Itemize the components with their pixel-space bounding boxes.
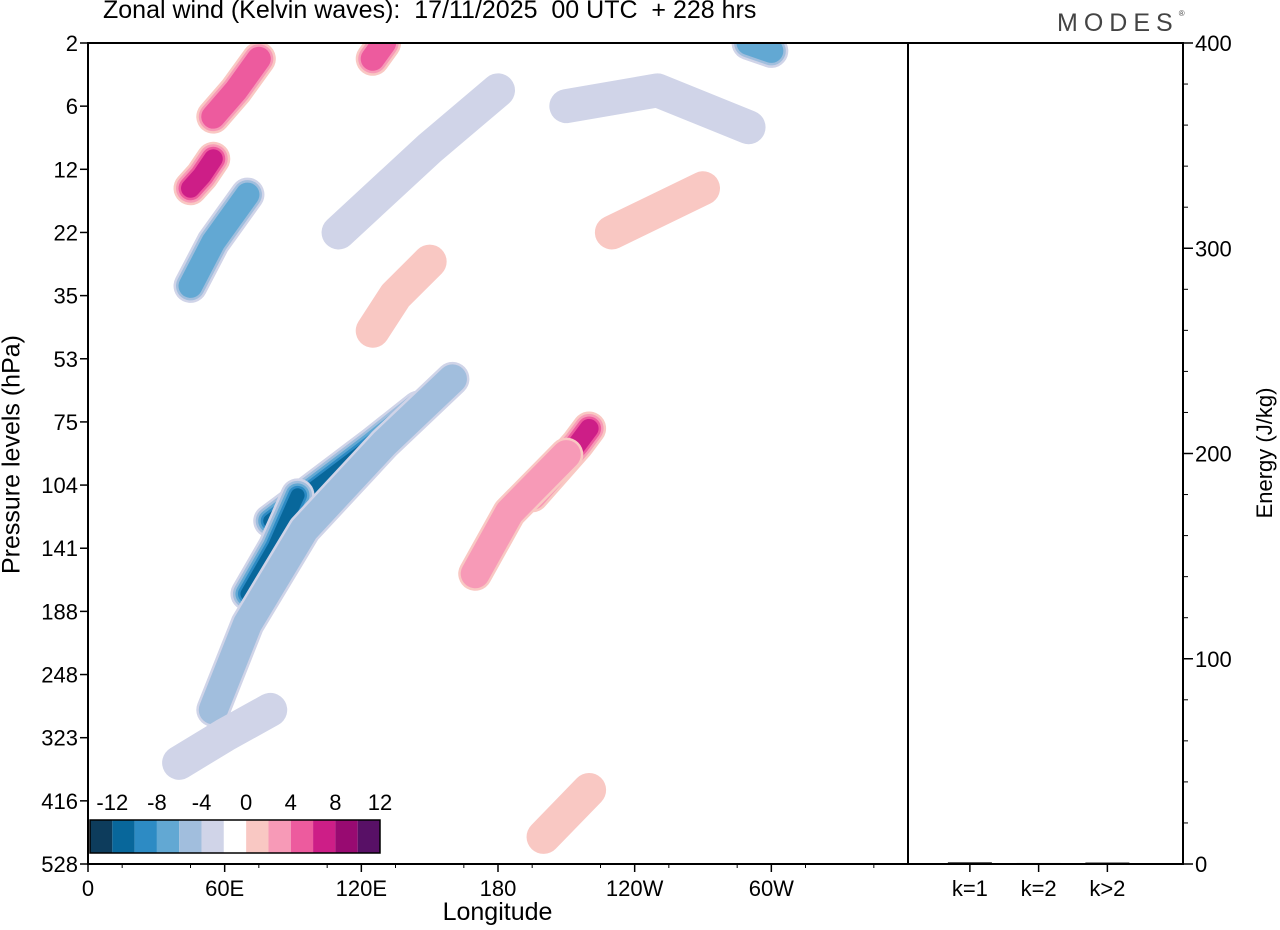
- x-tick-label: 180: [480, 876, 517, 901]
- energy-bar-2: [1016, 862, 1061, 865]
- contour-feature-6-level-0: [549, 73, 766, 145]
- y-axis-label: Pressure levels (hPa): [0, 335, 26, 574]
- contour-feature-14-level-0: [594, 171, 720, 250]
- energy-bar-1: [947, 862, 992, 864]
- y-tick-label: 2: [66, 31, 78, 56]
- colorbar-label: 8: [329, 790, 341, 815]
- energy-axis-label: Energy (J/kg): [1252, 387, 1277, 519]
- colorbar-swatch: [201, 820, 224, 853]
- y-tick-label: 141: [41, 536, 78, 561]
- colorbar-swatch: [156, 820, 180, 853]
- x-tick-label: 60W: [749, 876, 794, 901]
- colorbar-swatch: [134, 820, 157, 853]
- contour-feature-15-level-0: [526, 772, 607, 854]
- y-tick-label: 35: [54, 284, 78, 309]
- energy-category-label: k>2: [1089, 876, 1125, 901]
- energy-y-tick-label: 400: [1195, 31, 1232, 56]
- y-tick-label: 416: [41, 789, 78, 814]
- colorbar-frame: [89, 819, 381, 854]
- contour-feature-9-level-1: [460, 440, 581, 589]
- y-tick-label: 248: [41, 663, 78, 688]
- contour-features: [162, 43, 789, 854]
- energy-panel: k=1 k=2 k>2 0 100 200 300 400: [907, 31, 1232, 901]
- y-tick-label: 6: [66, 94, 78, 119]
- y-tick-label: 75: [54, 410, 78, 435]
- energy-y-tick-label: 0: [1195, 852, 1207, 877]
- x-tick-label: 120W: [606, 876, 664, 901]
- colorbar-swatch: [223, 820, 247, 853]
- x-tick-label: 0: [82, 876, 94, 901]
- brand-text: MODES: [1057, 9, 1179, 37]
- x-tick-label: 60E: [205, 876, 244, 901]
- colorbar-label: 12: [368, 790, 392, 815]
- colorbar-swatch: [179, 820, 202, 853]
- y-tick-label: 528: [41, 852, 78, 877]
- colorbar-label: 0: [240, 790, 252, 815]
- colorbar-swatch: [335, 820, 358, 853]
- chart-title: Zonal wind (Kelvin waves): 17/11/2025 00…: [103, 0, 757, 24]
- colorbar-swatch: [357, 820, 380, 853]
- colorbar-swatch: [313, 820, 336, 853]
- colorbar: -12 -8 -4 0 4 8 12: [89, 790, 392, 854]
- contour-feature-5-level-0: [321, 73, 515, 250]
- energy-bar-3: [1085, 862, 1130, 865]
- colorbar-label: 4: [285, 790, 297, 815]
- y-tick-label: 53: [54, 347, 78, 372]
- x-tick-label: 120E: [336, 876, 387, 901]
- colorbar-swatch: [112, 820, 135, 853]
- energy-category-label: k=2: [1021, 876, 1057, 901]
- colorbar-swatch: [268, 820, 291, 853]
- contour-feature-13-level-2: [360, 43, 397, 71]
- contour-feature-2-level-1: [198, 364, 467, 725]
- contour-feature-12-level-2: [201, 46, 271, 129]
- colorbar-swatch: [290, 820, 314, 853]
- y-tick-label: 12: [54, 157, 78, 182]
- y-tick-label: 188: [41, 599, 78, 624]
- energy-category-label: k=1: [952, 876, 988, 901]
- brand-logo: MODES®: [1057, 9, 1185, 38]
- contour-feature-7-level-2: [736, 43, 784, 63]
- contour-feature-10-level-0: [355, 244, 447, 348]
- energy-frame: [907, 42, 1184, 865]
- brand-mark: ®: [1178, 9, 1185, 18]
- colorbar-label: -8: [147, 790, 167, 815]
- energy-y-tick-label: 300: [1195, 236, 1232, 261]
- contour-feature-11-level-3: [181, 149, 223, 198]
- y-tick-label: 22: [54, 220, 78, 245]
- contour-feature-3-level-2: [178, 182, 260, 298]
- colorbar-swatch: [246, 820, 269, 853]
- colorbar-label: -4: [192, 790, 212, 815]
- colorbar-label: -12: [96, 790, 128, 815]
- energy-y-tick-label: 200: [1195, 442, 1232, 467]
- energy-y-tick-label: 100: [1195, 647, 1232, 672]
- contour-feature-4-level-0: [162, 692, 288, 780]
- y-tick-label: 323: [41, 726, 78, 751]
- y-tick-label: 104: [41, 473, 78, 498]
- colorbar-swatch: [90, 820, 113, 853]
- x-axis-label: Longitude: [442, 898, 553, 926]
